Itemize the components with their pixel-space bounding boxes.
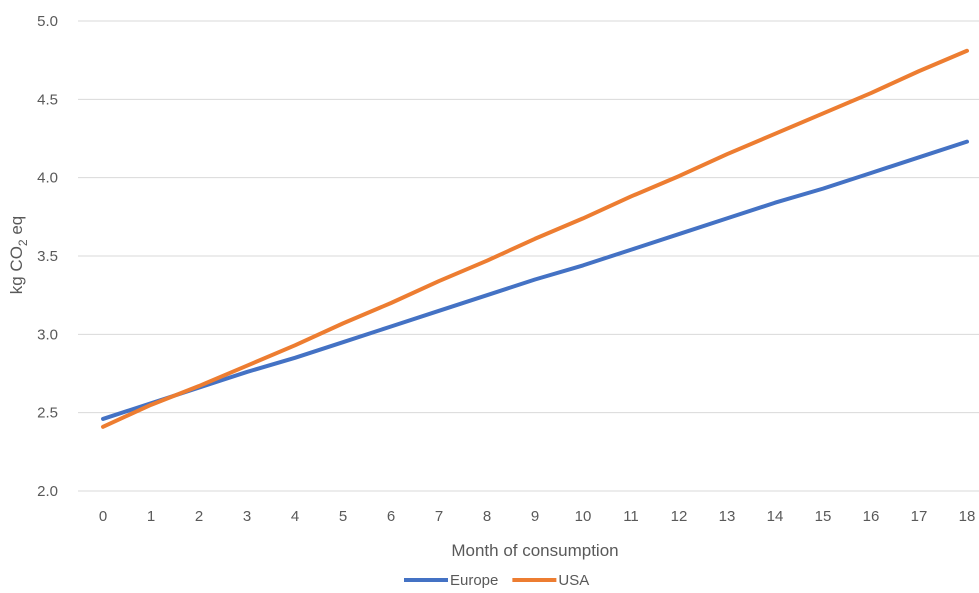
x-tick-label: 7 [435,508,443,525]
x-tick-label: 4 [291,508,299,525]
gridlines [78,20,979,492]
x-tick-label: 9 [531,508,539,525]
y-tick-label: 5.0 [37,13,58,30]
y-axis-title-suffix: eq [7,216,26,240]
x-tick-label: 15 [815,508,832,525]
x-axis-title: Month of consumption [451,541,618,560]
x-tick-label: 6 [387,508,395,525]
x-tick-label: 18 [959,508,976,525]
x-tick-label: 13 [719,508,736,525]
legend-label-usa: USA [558,572,589,588]
y-axis-title-prefix: kg CO [7,246,26,294]
x-tick-label: 1 [147,508,155,525]
x-tick-label: 0 [99,508,107,525]
series-line-europe [101,139,969,421]
x-tick-label: 2 [195,508,203,525]
x-tick-label: 3 [243,508,251,525]
x-axis-ticks: 0 1 2 3 4 5 6 7 8 9 10 11 12 13 14 15 16 17 18 [99,508,976,525]
series-line-usa [101,48,969,429]
y-tick-label: 4.0 [37,170,58,187]
x-tick-label: 17 [911,508,928,525]
y-tick-label: 4.5 [37,91,58,108]
legend-label-europe: Europe [450,572,498,588]
y-tick-label: 2.5 [37,405,58,422]
y-axis-ticks: 2.0 2.5 3.0 3.5 4.0 4.5 5.0 [37,13,58,500]
y-tick-label: 2.0 [37,483,58,500]
x-tick-label: 12 [671,508,688,525]
y-axis-title-subscript: 2 [16,239,30,246]
x-tick-label: 14 [767,508,784,525]
x-tick-label: 16 [863,508,880,525]
legend: Europe USA [404,572,589,589]
x-tick-label: 10 [575,508,592,525]
y-axis-title: kg CO2 eq [7,216,30,295]
y-tick-label: 3.0 [37,326,58,343]
x-tick-label: 11 [623,508,639,525]
y-tick-label: 3.5 [37,248,58,265]
x-tick-label: 8 [483,508,491,525]
x-tick-label: 5 [339,508,347,525]
series-lines [101,48,969,429]
